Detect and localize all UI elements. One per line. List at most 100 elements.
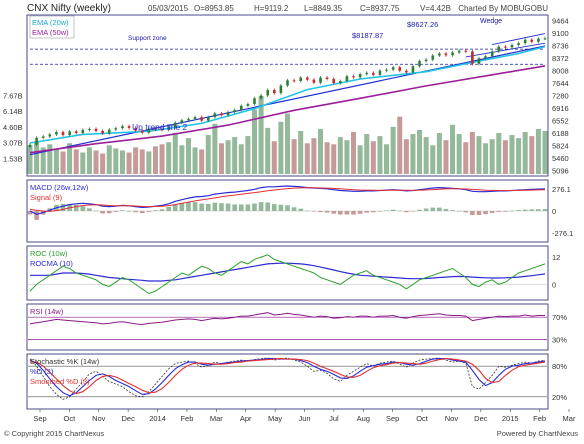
candle-body	[167, 127, 170, 130]
volume-bar	[489, 139, 495, 174]
volume-bar	[535, 128, 541, 174]
volume-bar	[258, 96, 264, 174]
x-axis-label: Sep	[33, 414, 46, 423]
macd-histogram-bar	[219, 203, 224, 211]
legend-stoch-d: %D (3)	[30, 367, 54, 376]
price-axis-label: 9100	[552, 29, 569, 38]
chart-volume: V=4.42B	[420, 4, 451, 13]
volume-bar	[463, 142, 469, 174]
candle-body	[457, 50, 461, 53]
volume-bar	[542, 130, 548, 174]
rsi-line	[29, 312, 545, 326]
candle-body	[398, 67, 402, 71]
legend-ema50: EMA (50w)	[32, 28, 69, 37]
volume-bar	[271, 141, 277, 174]
chart-close: C=8937.75	[360, 4, 400, 13]
price-axis-label: 9464	[552, 16, 569, 25]
roc-line	[29, 254, 546, 295]
candle-body	[517, 43, 520, 45]
candle-body	[81, 129, 85, 134]
candle-body	[352, 76, 355, 78]
candle-body	[306, 77, 309, 80]
volume-bar	[397, 116, 403, 174]
macd-histogram-bar	[304, 210, 310, 212]
volume-bar	[278, 121, 284, 174]
candle-body	[220, 113, 223, 116]
volume-bar	[483, 143, 489, 174]
candle-body	[418, 61, 421, 67]
macd-histogram-bar	[503, 211, 508, 212]
chart-title: CNX Nifty (weekly)	[27, 3, 111, 14]
candle-body	[233, 109, 236, 113]
macd-histogram-bar	[384, 210, 389, 212]
volume-axis-label: 1.53B	[3, 154, 23, 163]
candle-body	[134, 127, 137, 131]
macd-histogram-bar	[377, 211, 383, 212]
candle-body	[299, 77, 303, 82]
chart-high: H=9119.2	[254, 4, 289, 13]
volume-bar	[34, 141, 40, 174]
volume-bar	[218, 143, 224, 174]
volume-bar	[40, 147, 46, 174]
macd-histogram-bar	[516, 210, 521, 211]
macd-histogram-bar	[120, 210, 125, 211]
legend-signal: Signal (9)	[30, 193, 63, 202]
macd-histogram-bar	[159, 209, 165, 211]
candle-body	[385, 69, 388, 71]
candle-body	[272, 89, 276, 94]
candle-body	[28, 144, 32, 147]
volume-bar	[53, 148, 59, 174]
candle-body	[107, 129, 111, 134]
roc-axis-label: 0	[552, 280, 556, 289]
candle-body	[259, 95, 263, 99]
volume-bar	[146, 151, 152, 174]
volume-bar	[430, 145, 436, 174]
price-overlays	[29, 33, 546, 156]
macd-histogram-bar	[410, 211, 416, 212]
x-axis-label: Nov	[92, 414, 106, 423]
macd-histogram-bar	[338, 211, 343, 215]
macd-histogram-bar	[93, 210, 99, 212]
uptrend-line	[29, 45, 546, 156]
volume-bar	[443, 140, 449, 174]
volume-bar	[139, 149, 145, 174]
chart-open: O=8953.85	[194, 4, 234, 13]
candle-body	[266, 89, 269, 96]
price-axis-label: 8008	[552, 66, 569, 75]
legend-macd: MACD (26w,12w)	[30, 183, 89, 192]
volume-bar	[304, 143, 310, 174]
volume-bar	[436, 133, 442, 174]
candle-body	[200, 117, 203, 121]
volume-bar	[502, 140, 508, 174]
volume-bar	[423, 137, 429, 174]
candle-body	[226, 112, 230, 116]
macd-histogram-bar	[417, 209, 422, 211]
candle-body	[41, 136, 45, 138]
candle-body	[68, 131, 71, 136]
candle-body	[424, 59, 428, 62]
volume-bar	[166, 142, 172, 174]
candle-body	[411, 66, 415, 73]
macd-axis-label: 276.1	[552, 185, 571, 194]
candle-body	[121, 126, 124, 129]
macd-histogram-bar	[423, 208, 429, 211]
volume-bar	[93, 150, 99, 174]
macd-histogram-bar	[34, 211, 39, 220]
macd-histogram-bar	[113, 211, 119, 212]
legend-rocma: ROCMA (10)	[30, 259, 73, 268]
volume-bar	[516, 138, 522, 174]
macd-histogram-bar	[351, 211, 356, 215]
volume-bar	[410, 134, 416, 174]
stoch-d-line	[29, 358, 546, 397]
macd-histogram-bar	[324, 211, 330, 213]
price-axis-label: 7644	[552, 79, 569, 88]
candle-body	[88, 128, 91, 130]
volume-bar	[357, 145, 363, 174]
candle-body	[372, 72, 375, 75]
candle-body	[312, 79, 316, 83]
macd-histogram-bar	[166, 206, 171, 211]
candle-body	[484, 56, 487, 59]
x-axis-label: 2014	[149, 414, 166, 423]
macd-histogram-bar	[245, 204, 251, 211]
